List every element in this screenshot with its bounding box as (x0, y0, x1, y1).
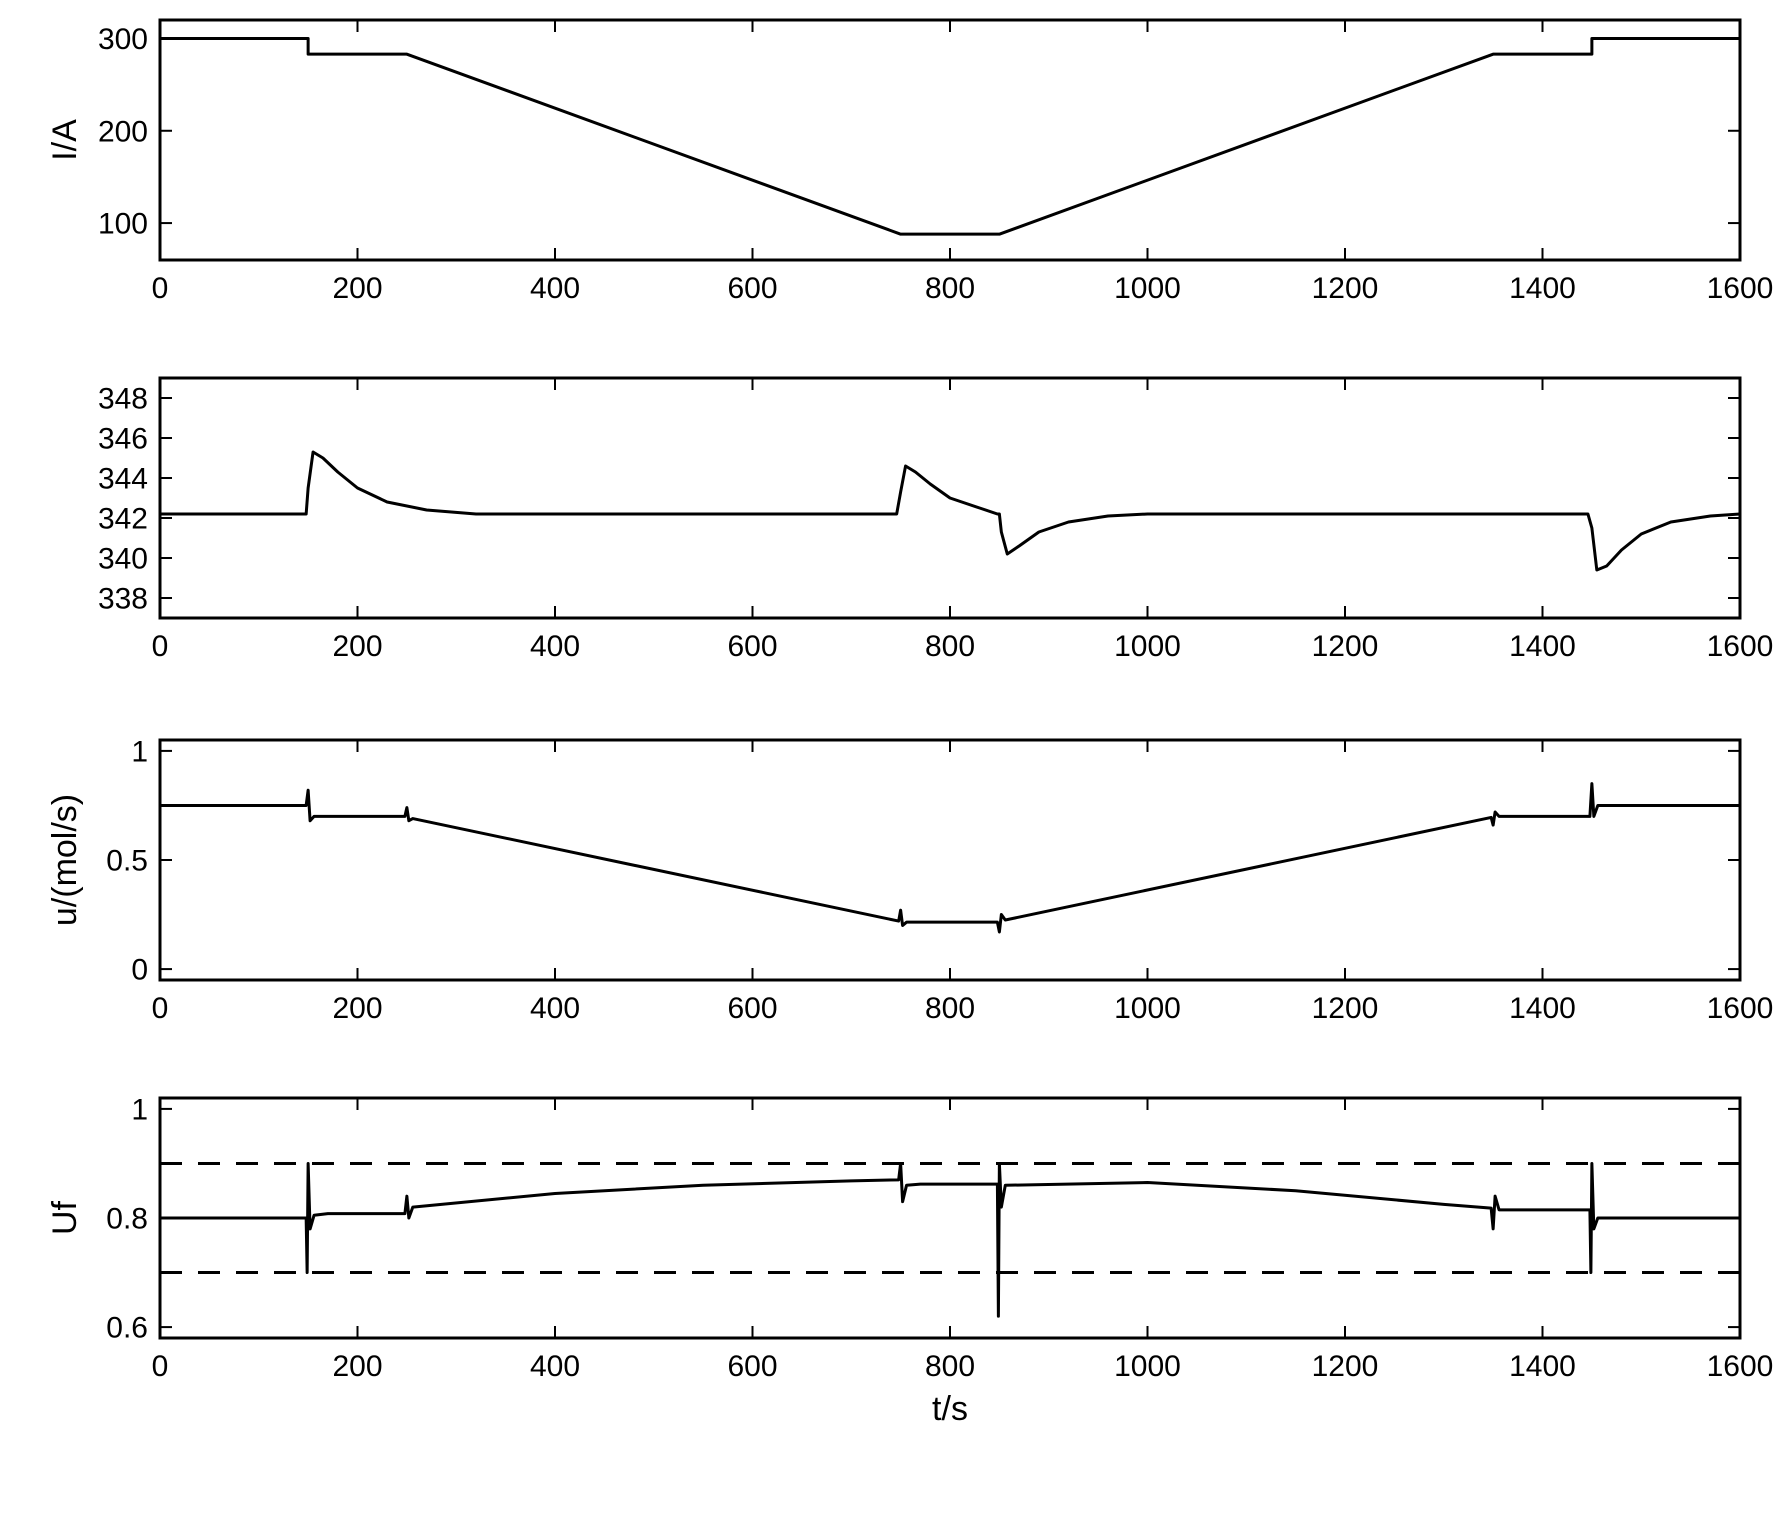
y-tick-label: 100 (98, 208, 148, 241)
y-tick-label: 1 (131, 1093, 148, 1126)
x-tick-label: 400 (530, 992, 580, 1025)
figure-svg: 02004006008001000120014001600100200300I/… (0, 0, 1778, 1516)
y-axis-label: u/(mol/s) (46, 794, 84, 926)
x-tick-label: 0 (152, 630, 169, 663)
y-tick-label: 342 (98, 503, 148, 536)
x-tick-label: 800 (925, 630, 975, 663)
y-tick-label: 0.5 (106, 845, 148, 878)
x-tick-label: 1600 (1707, 1350, 1774, 1383)
y-tick-label: 348 (98, 383, 148, 416)
x-tick-label: 1400 (1509, 1350, 1576, 1383)
y-axis-label: Uf (46, 1200, 84, 1235)
y-tick-label: 300 (98, 23, 148, 56)
axis-box (160, 1098, 1740, 1338)
y-tick-label: 0 (131, 954, 148, 987)
y-tick-label: 0.8 (106, 1203, 148, 1236)
y-tick-label: 1 (131, 735, 148, 768)
x-tick-label: 200 (332, 1350, 382, 1383)
x-tick-label: 1200 (1312, 630, 1379, 663)
x-tick-label: 1000 (1114, 992, 1181, 1025)
x-tick-label: 600 (727, 630, 777, 663)
figure: 02004006008001000120014001600100200300I/… (0, 0, 1778, 1516)
y-tick-label: 200 (98, 115, 148, 148)
x-tick-label: 1400 (1509, 992, 1576, 1025)
x-tick-label: 200 (332, 630, 382, 663)
y-tick-label: 346 (98, 423, 148, 456)
y-tick-label: 338 (98, 583, 148, 616)
x-tick-label: 400 (530, 1350, 580, 1383)
panel-uf: 0 200 400 600 800 1000 1200 1400 1600 0.6 0.8 1 Uf t/… (46, 1093, 1773, 1428)
x-tick-label: 200 (332, 272, 382, 305)
panel-u: 0 200 400 600 800 1000 1200 1400 1600 0 0.5 1 u/(mol… (46, 735, 1773, 1025)
panel-temp: 0 200 400 600 800 1000 1200 1400 1600 338 340 342 34… (98, 378, 1773, 663)
x-tick-label: 1400 (1509, 272, 1576, 305)
x-tick-label: 600 (727, 1350, 777, 1383)
x-tick-label: 0 (152, 272, 169, 305)
x-tick-label: 1600 (1707, 992, 1774, 1025)
x-tick-label: 1200 (1312, 1350, 1379, 1383)
x-tick-label: 0 (152, 992, 169, 1025)
y-tick-label: 0.6 (106, 1312, 148, 1345)
x-tick-label: 1400 (1509, 630, 1576, 663)
x-tick-label: 1200 (1312, 992, 1379, 1025)
x-axis-label: t/s (932, 1390, 968, 1428)
x-tick-label: 200 (332, 992, 382, 1025)
x-tick-label: 1600 (1707, 630, 1774, 663)
series-line (160, 784, 1740, 932)
x-tick-label: 600 (727, 272, 777, 305)
x-tick-label: 1200 (1312, 272, 1379, 305)
x-tick-label: 400 (530, 630, 580, 663)
x-tick-label: 1000 (1114, 1350, 1181, 1383)
y-tick-label: 340 (98, 543, 148, 576)
y-tick-label: 344 (98, 463, 148, 496)
axis-box (160, 740, 1740, 980)
series-line (160, 38, 1740, 234)
x-tick-label: 800 (925, 1350, 975, 1383)
series-line (160, 452, 1740, 570)
x-tick-label: 1000 (1114, 630, 1181, 663)
x-tick-label: 0 (152, 1350, 169, 1383)
x-tick-label: 800 (925, 992, 975, 1025)
axis-box (160, 20, 1740, 260)
x-tick-label: 800 (925, 272, 975, 305)
x-tick-label: 1000 (1114, 272, 1181, 305)
panel-ia: 0 200 400 600 800 1000 1200 1400 1600 100 200 300 I/… (46, 20, 1773, 305)
x-tick-label: 600 (727, 992, 777, 1025)
series-line (160, 1163, 1740, 1316)
x-tick-label: 400 (530, 272, 580, 305)
x-tick-label: 1600 (1707, 272, 1774, 305)
y-axis-label: I/A (46, 119, 84, 161)
